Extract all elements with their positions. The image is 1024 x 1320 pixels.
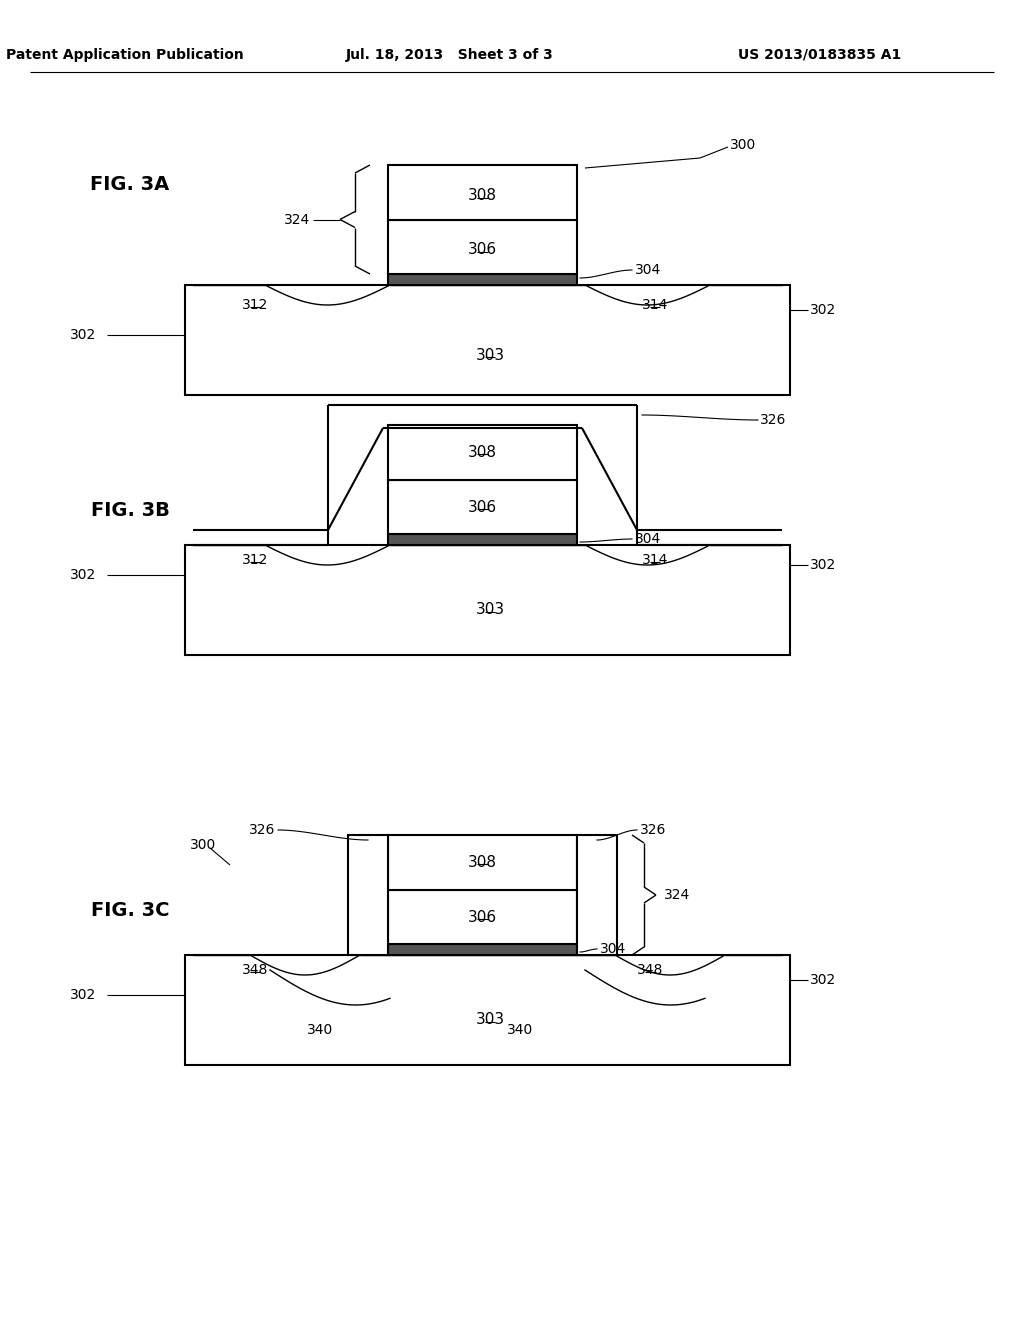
Text: 302: 302 (810, 304, 837, 317)
Text: 302: 302 (70, 327, 96, 342)
Text: 340: 340 (307, 1023, 333, 1038)
Text: 312: 312 (242, 298, 268, 312)
Bar (388, 425, 577, 480)
Text: 304: 304 (635, 532, 662, 546)
Text: Jul. 18, 2013   Sheet 3 of 3: Jul. 18, 2013 Sheet 3 of 3 (346, 48, 554, 62)
Bar (388, 890, 577, 944)
Text: FIG. 3B: FIG. 3B (90, 500, 169, 520)
Text: 314: 314 (642, 298, 669, 312)
Bar (185, 285, 790, 395)
Bar (388, 165, 577, 220)
Text: 312: 312 (242, 553, 268, 568)
Text: 302: 302 (70, 987, 96, 1002)
Text: 306: 306 (468, 243, 497, 257)
Text: FIG. 3C: FIG. 3C (91, 900, 169, 920)
Text: FIG. 3A: FIG. 3A (90, 176, 170, 194)
Bar (185, 954, 790, 1065)
Text: 326: 326 (249, 822, 275, 837)
Text: 348: 348 (637, 964, 664, 977)
Text: 306: 306 (468, 909, 497, 924)
Text: 302: 302 (810, 973, 837, 987)
Bar (388, 535, 577, 545)
Text: Patent Application Publication: Patent Application Publication (6, 48, 244, 62)
Bar (388, 220, 577, 275)
Bar (577, 836, 617, 954)
Bar (388, 944, 577, 954)
Text: 308: 308 (468, 445, 497, 459)
Bar (185, 545, 790, 655)
Text: 340: 340 (507, 1023, 534, 1038)
Bar (388, 275, 577, 285)
Text: 303: 303 (475, 1012, 505, 1027)
Text: 302: 302 (70, 568, 96, 582)
Text: 303: 303 (475, 347, 505, 363)
Text: 303: 303 (475, 602, 505, 618)
Text: 300: 300 (190, 838, 216, 851)
Bar (388, 480, 577, 535)
Text: 326: 326 (640, 822, 667, 837)
Text: 304: 304 (600, 942, 627, 956)
Text: 306: 306 (468, 499, 497, 515)
Text: 326: 326 (760, 413, 786, 426)
Text: 304: 304 (635, 263, 662, 277)
Text: 324: 324 (284, 213, 310, 227)
Text: 324: 324 (664, 888, 690, 902)
Text: US 2013/0183835 A1: US 2013/0183835 A1 (738, 48, 901, 62)
Text: 314: 314 (642, 553, 669, 568)
Text: 308: 308 (468, 189, 497, 203)
Bar (388, 836, 577, 890)
Text: 300: 300 (730, 139, 757, 152)
Bar (348, 836, 388, 954)
Text: 308: 308 (468, 855, 497, 870)
Text: 348: 348 (242, 964, 268, 977)
Text: 302: 302 (810, 558, 837, 572)
